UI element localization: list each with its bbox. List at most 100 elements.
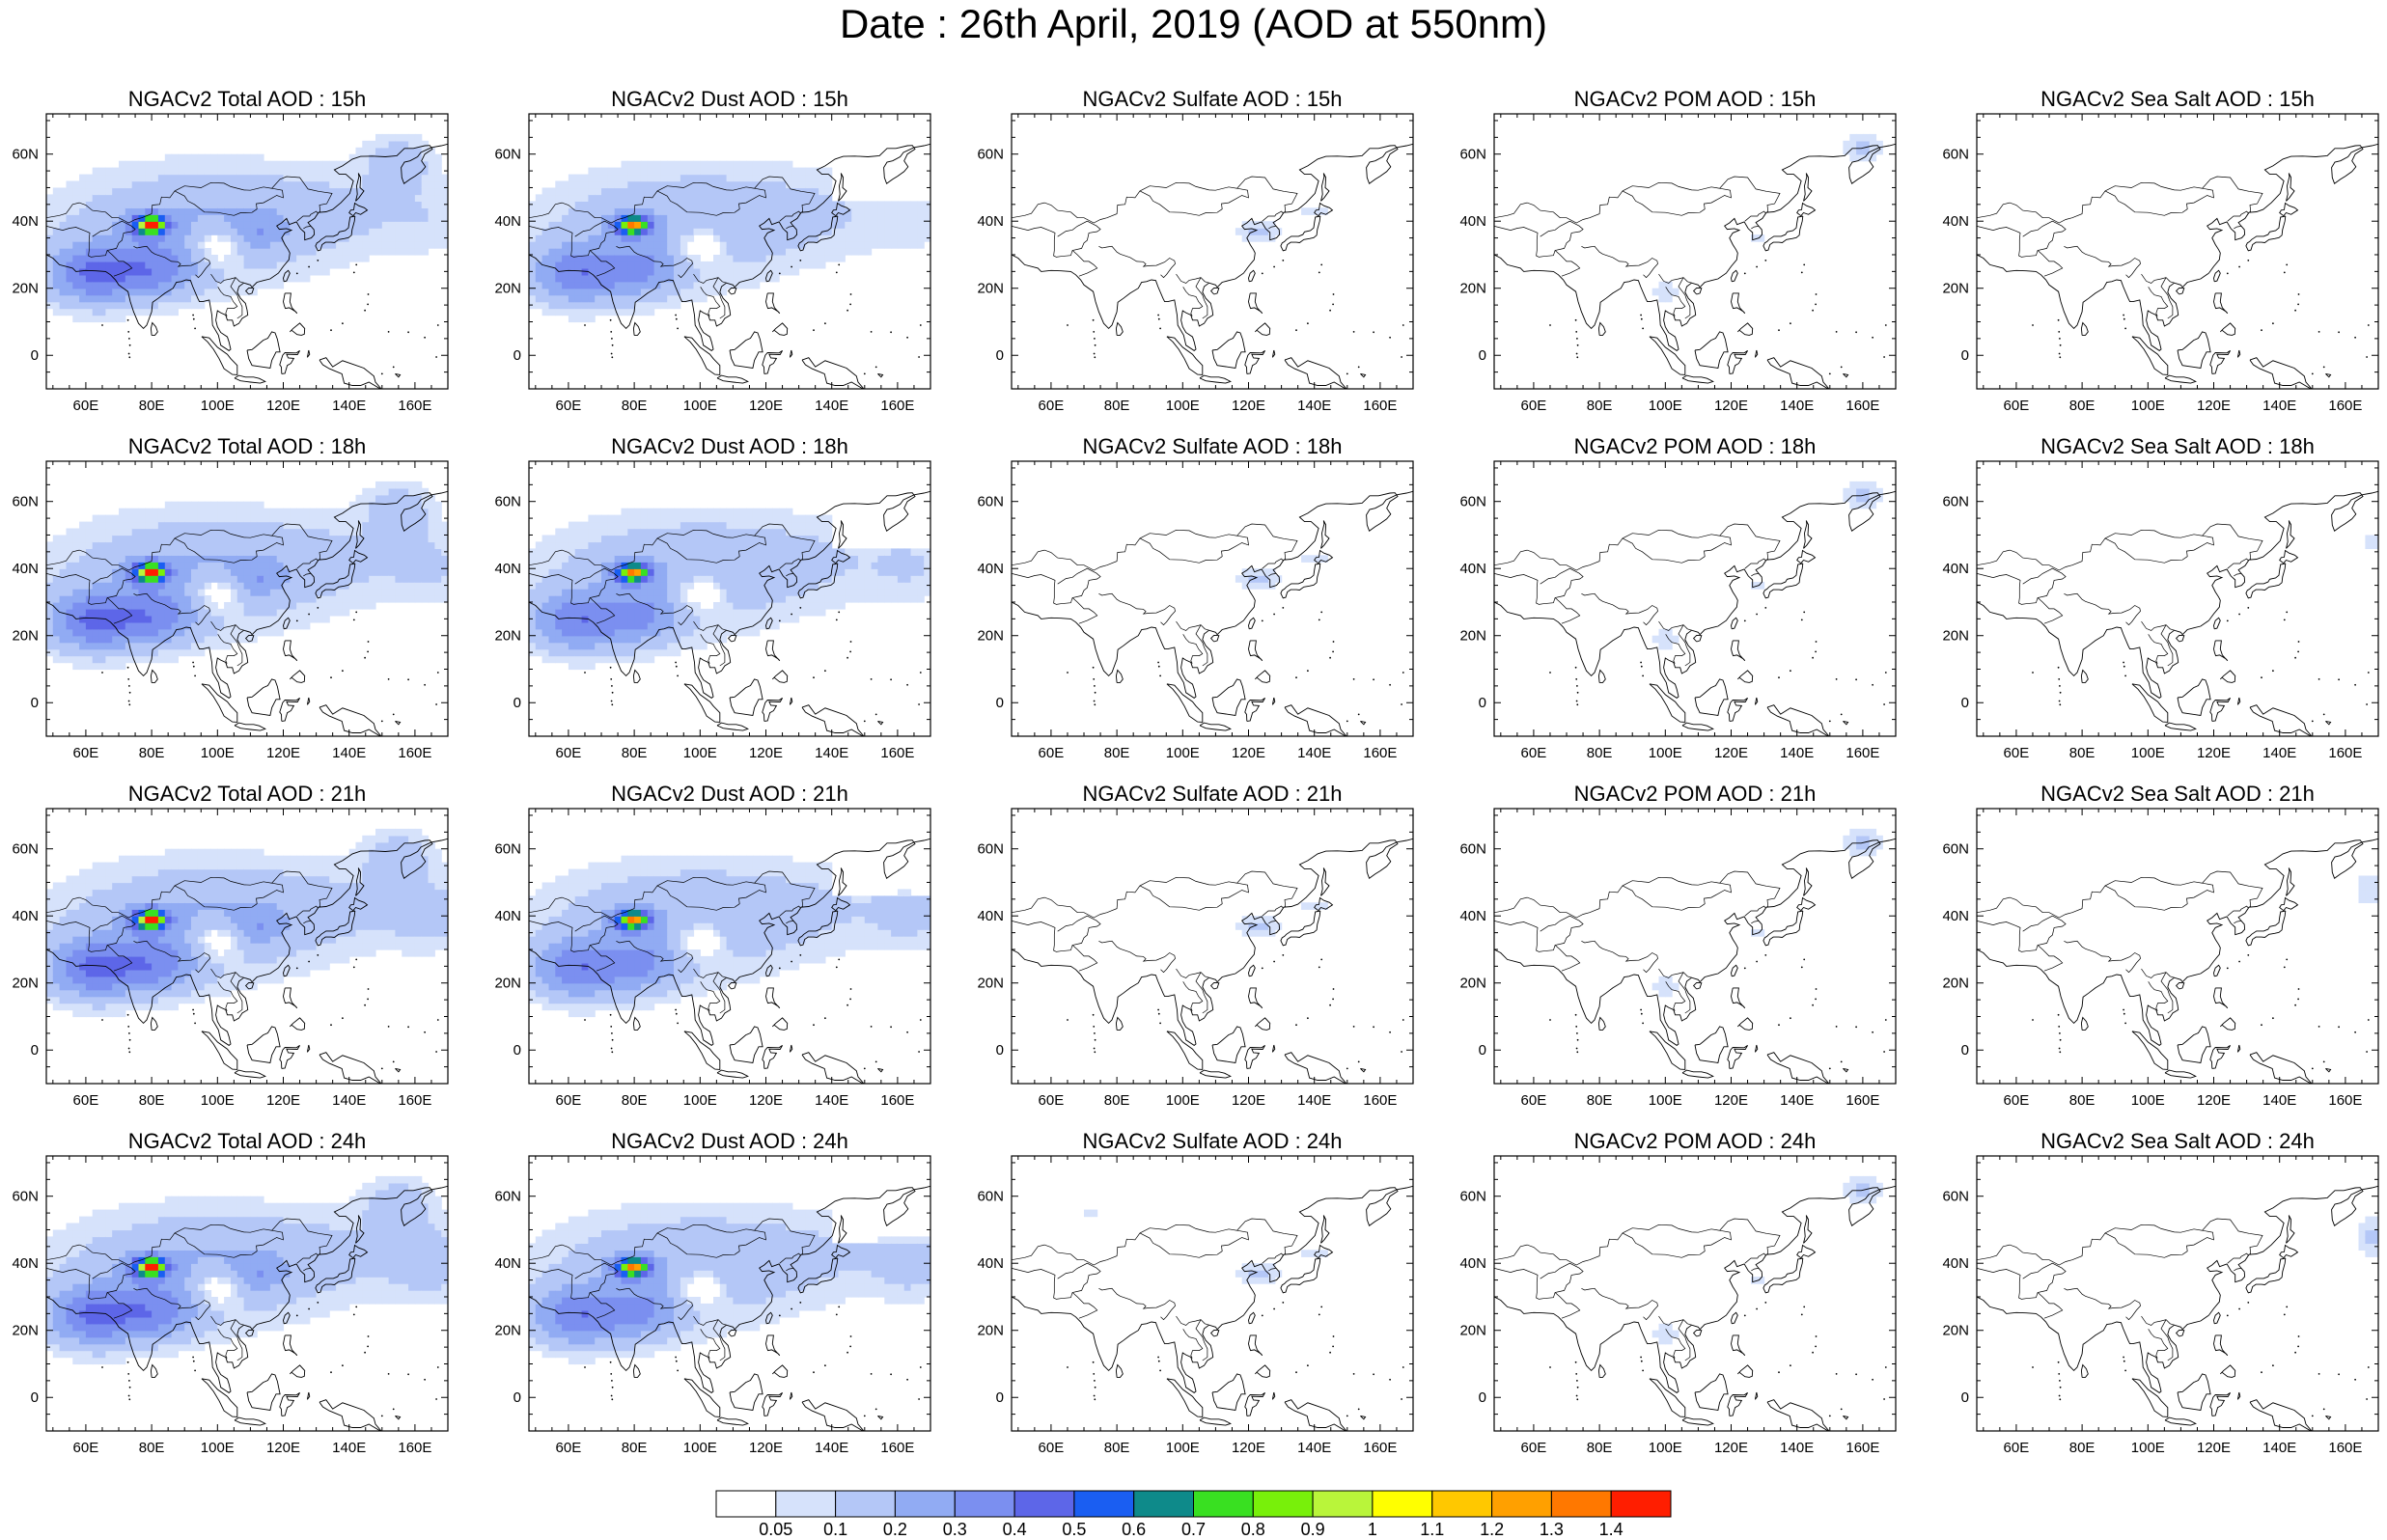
aod-cell [381,234,390,242]
aod-cell [322,214,330,222]
aod-cell [52,201,61,208]
aod-cell [614,568,623,576]
aod-cell [66,642,73,650]
aod-cell [264,555,271,563]
aod-cell [824,207,833,215]
country-border [296,558,319,569]
aod-cell [653,267,661,276]
coastline [315,215,356,252]
aod-cell [621,267,628,276]
aod-cell [125,194,133,202]
aod-cell [1843,147,1850,155]
aod-cell [838,207,846,215]
aod-cell [231,541,238,549]
aod-cell [125,234,133,242]
aod-cell [634,228,642,235]
aod-cell [700,207,708,215]
aod-cell [555,655,563,664]
country-border [1195,277,1208,319]
aod-cell [342,608,350,617]
aod-cell [157,508,166,516]
aod-cell [388,248,396,256]
aod-cell [72,201,80,208]
aod-cell [164,288,173,296]
aod-cell [529,628,537,637]
aod-cell [812,180,819,189]
island-dot [919,324,922,326]
coastline [1248,269,1256,283]
aod-cell [428,241,435,249]
aod-cell [535,621,543,630]
aod-cell [257,248,264,256]
aod-cell [903,234,912,242]
country-border [303,573,311,577]
aod-cell [871,207,878,215]
aod-cell [119,315,126,323]
aod-cell [574,655,583,664]
aod-cell [772,187,780,196]
country-border [1071,250,1098,277]
aod-cell [138,642,146,650]
aod-cell [85,648,94,657]
aod-cell [772,261,780,269]
aod-cell [59,595,67,603]
aod-cell [257,541,264,549]
aod-cell [402,494,409,503]
aod-cell [674,628,681,637]
aod-cell [362,160,370,169]
aod-cell [355,528,363,536]
aod-cell [667,621,675,630]
aod-cell [395,234,402,242]
country-border [779,210,801,222]
aod-cell [428,575,435,583]
aod-cell [152,167,159,176]
aod-cell [388,582,396,590]
aod-cell [309,180,318,189]
aod-cell [1875,147,1883,155]
aod-cell [164,301,173,310]
lon-tick-label: 100E [1649,398,1682,414]
aod-cell [877,234,885,242]
aod-cell [296,241,304,249]
aod-cell [52,642,61,650]
aod-cell [105,589,113,596]
map-panel: NGACv2 POM AOD : 15h 60E 80E 100E 120E 140E 16… [1448,87,1930,415]
aod-cell [164,187,173,196]
aod-cell [851,214,859,222]
aod-cell [884,201,892,208]
aod-cell [428,180,435,189]
aod-cell [824,194,833,202]
aod-cell [138,187,146,196]
country-border [1665,287,1686,316]
aod-cell [441,562,448,569]
aod-cell [171,207,179,215]
aod-cell [395,140,402,149]
aod-cell [362,602,370,610]
aod-cell [191,568,199,576]
aod-cell [197,528,206,536]
aod-cell [85,187,94,196]
aod-cell [138,274,146,283]
aod-cell [759,214,767,222]
aod-cell [204,201,212,208]
aod-cell [184,621,192,630]
aod-cell [125,535,133,543]
aod-cell [303,582,311,590]
aod-cell [693,568,701,576]
aod-cell [79,187,87,196]
aod-cell [336,160,344,169]
aod-cell [269,255,278,262]
island-dot [330,676,332,679]
aod-cell [555,274,563,283]
aod-cell [164,628,173,637]
aod-cell [647,628,655,637]
aod-cell [555,214,563,222]
aod-cell [72,628,80,637]
aod-cell [739,267,747,276]
aod-cell [197,228,206,235]
aod-cell [243,221,251,229]
aod-cell [131,221,140,229]
aod-cell [152,174,159,182]
aod-cell [607,541,616,549]
aod-cell [375,153,383,162]
